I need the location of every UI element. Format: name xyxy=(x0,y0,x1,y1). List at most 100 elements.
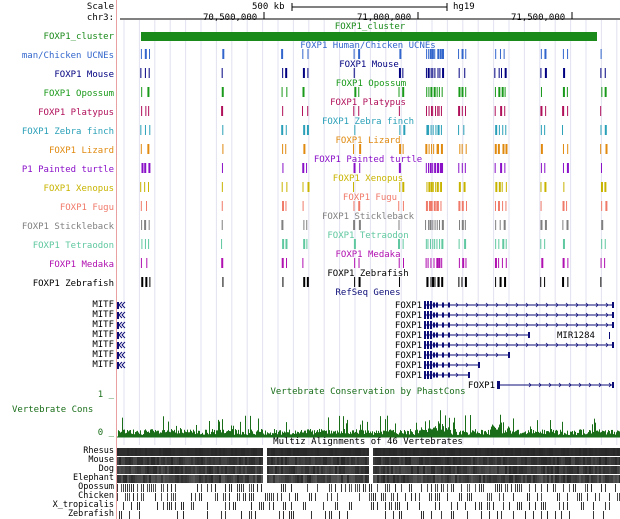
alignment-cell xyxy=(331,493,332,501)
ucne-element xyxy=(358,201,361,211)
refseq-gene-label[interactable]: MITF xyxy=(92,310,114,320)
alignment-cell xyxy=(137,466,139,474)
refseq-gene-name[interactable]: FOXP1 xyxy=(395,371,422,381)
ucne-element xyxy=(439,220,441,230)
refseq-gene-name[interactable]: FOXP1 xyxy=(395,321,422,331)
alignment-cell xyxy=(603,448,605,456)
track-label-opossum[interactable]: FOXP1 Opossum xyxy=(43,89,114,99)
alignment-cell xyxy=(129,475,131,483)
multiz-species-label[interactable]: X_tropicalis xyxy=(52,500,114,510)
alignment-cell xyxy=(135,466,137,474)
track-label-stickleback[interactable]: FOXP1 Stickleback xyxy=(21,222,114,232)
alignment-cell xyxy=(597,466,599,474)
multiz-species-label[interactable]: Elephant xyxy=(73,473,114,483)
track-label-tetraodon[interactable]: FOXP1 Tetraodon xyxy=(32,241,114,251)
track-label-platypus[interactable]: FOXP1 Platypus xyxy=(38,108,114,118)
track-label-lizard[interactable]: FOXP1 Lizard xyxy=(48,146,114,156)
gene-exon xyxy=(448,312,450,318)
conservation-bar xyxy=(127,429,128,437)
alignment-cell xyxy=(531,457,533,465)
alignment-cell xyxy=(551,466,553,474)
alignment-cell xyxy=(225,484,226,492)
conservation-bar xyxy=(605,430,606,437)
conservation-bar xyxy=(323,430,324,437)
track-label-mouse[interactable]: FOXP1 Mouse xyxy=(54,70,114,80)
multiz-species-label[interactable]: Mouse xyxy=(88,455,114,465)
conservation-bar xyxy=(396,433,397,437)
refseq-gene-name[interactable]: FOXP1 xyxy=(395,311,422,321)
multiz-species-label[interactable]: Dog xyxy=(98,464,114,474)
refseq-gene-name[interactable]: MIR1284 xyxy=(557,331,595,341)
alignment-cell xyxy=(603,466,605,474)
conservation-bar xyxy=(156,431,157,437)
alignment-cell xyxy=(231,448,233,456)
refseq-gene-name[interactable]: FOXP1 xyxy=(395,301,422,311)
ucne-element xyxy=(437,201,439,211)
multiz-species-label[interactable]: Chicken xyxy=(78,491,114,501)
alignment-cell xyxy=(303,502,304,510)
refseq-gene-label[interactable]: MITF xyxy=(92,330,114,340)
alignment-cell xyxy=(341,466,343,474)
multiz-species-label[interactable]: Zebrafish xyxy=(67,509,114,519)
track-label-zebrafish[interactable]: FOXP1 Zebrafish xyxy=(32,279,114,289)
alignment-cell xyxy=(615,457,617,465)
alignment-cell xyxy=(553,448,555,456)
alignment-cell xyxy=(381,493,382,501)
conservation-bar xyxy=(290,434,291,437)
alignment-cell xyxy=(259,475,261,483)
alignment-cell xyxy=(455,475,457,483)
refseq-gene-name[interactable]: FOXP1 xyxy=(395,341,422,351)
track-label-xenopus[interactable]: FOXP1 Xenopus xyxy=(43,184,114,194)
ucne-element xyxy=(504,68,507,78)
strand-arrow xyxy=(545,302,549,308)
alignment-cell xyxy=(273,448,275,456)
refseq-gene-name[interactable]: FOXP1 xyxy=(468,381,495,391)
gene-exon xyxy=(424,371,426,379)
conservation-bar xyxy=(204,434,205,437)
alignment-cell xyxy=(267,457,269,465)
alignment-cell xyxy=(121,466,123,474)
alignment-cell xyxy=(219,457,221,465)
refseq-gene-label[interactable]: MITF xyxy=(92,350,114,360)
track-label-medaka[interactable]: FOXP1 Medaka xyxy=(48,260,114,270)
refseq-gene-label[interactable]: MITF xyxy=(92,320,114,330)
refseq-gene-label[interactable]: MITF xyxy=(92,340,114,350)
multiz-species-label[interactable]: Rhesus xyxy=(83,446,114,456)
refseq-gene-label[interactable]: MITF xyxy=(92,360,114,370)
refseq-gene-label[interactable]: MITF xyxy=(92,300,114,310)
multiz-species-label[interactable]: Opossum xyxy=(78,482,114,492)
conservation-bar xyxy=(265,430,266,437)
conservation-track-label[interactable]: Vertebrate Cons xyxy=(12,405,94,415)
alignment-cell xyxy=(355,457,357,465)
refseq-gene-name[interactable]: FOXP1 xyxy=(395,361,422,371)
track-label-painted-turtle[interactable]: P1 Painted turtle xyxy=(21,165,114,175)
alignment-cell xyxy=(201,475,203,483)
alignment-cell xyxy=(521,502,522,510)
track-label-human-chicken[interactable]: man/Chicken UCNEs xyxy=(21,51,114,61)
alignment-cell xyxy=(161,448,163,456)
alignment-cell xyxy=(499,484,500,492)
alignment-cell xyxy=(273,457,275,465)
track-label-zebra-finch[interactable]: FOXP1 Zebra finch xyxy=(21,127,114,137)
refseq-gene-name[interactable]: FOXP1 xyxy=(395,351,422,361)
alignment-cell xyxy=(433,475,435,483)
conservation-bar xyxy=(257,430,258,437)
ucne-element xyxy=(398,201,400,211)
conservation-bar xyxy=(193,429,194,437)
ucne-element xyxy=(497,144,500,154)
alignment-cell xyxy=(445,457,447,465)
refseq-gene-name[interactable]: FOXP1 xyxy=(395,331,422,341)
alignment-cell xyxy=(565,457,567,465)
conservation-bar xyxy=(258,418,259,437)
track-label-cluster[interactable]: FOXP1_cluster xyxy=(43,32,114,42)
track-label-fugu[interactable]: FOXP1 Fugu xyxy=(59,203,114,213)
ucne-element xyxy=(440,144,443,154)
alignment-cell xyxy=(235,466,237,474)
alignment-cell xyxy=(399,511,400,519)
conservation-bar xyxy=(278,431,279,437)
alignment-cell xyxy=(407,502,408,510)
alignment-cell xyxy=(539,457,541,465)
strand-arrow xyxy=(528,382,532,388)
